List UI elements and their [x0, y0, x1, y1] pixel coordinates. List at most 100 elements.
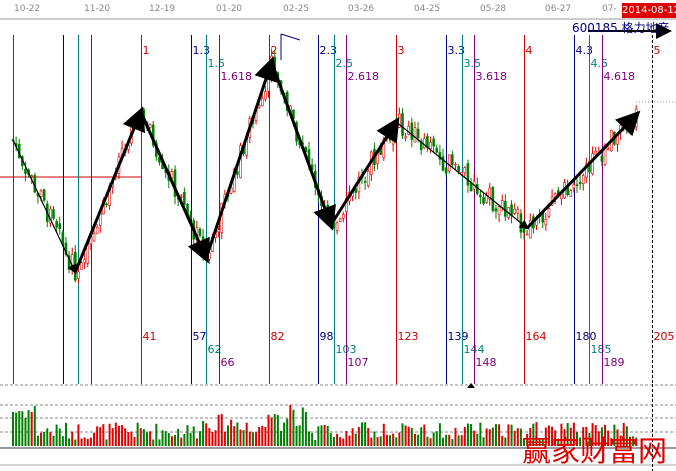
fib-bottom-label: 66: [221, 356, 235, 369]
volume-bar: [239, 429, 242, 446]
volume-bar: [488, 429, 491, 446]
volume-bar: [242, 430, 245, 446]
volume-bar: [183, 433, 186, 446]
volume-bar: [230, 419, 233, 446]
candle-body: [547, 208, 551, 217]
candle-body: [335, 222, 339, 231]
volume-bar: [93, 432, 96, 446]
volume-bar: [289, 404, 292, 446]
volume-bar: [80, 438, 83, 446]
volume-bar: [607, 430, 610, 446]
volume-bar: [270, 417, 273, 446]
volume-bar: [149, 431, 152, 446]
volume-bar: [410, 427, 413, 446]
volume-bar: [279, 430, 282, 446]
candle-body: [569, 190, 573, 197]
candle-body: [105, 203, 108, 206]
volume-bar: [541, 438, 544, 446]
candle-body: [528, 220, 532, 239]
volume-bar: [448, 434, 451, 446]
candle-body: [475, 184, 479, 195]
volume-bar: [494, 424, 497, 446]
candle-body: [148, 123, 152, 128]
volume-bar: [227, 425, 230, 446]
volume-bar: [124, 428, 127, 446]
candle-body: [338, 218, 342, 222]
candle-body: [488, 187, 492, 200]
volume-bar: [398, 432, 401, 446]
fib-bottom-label: 185: [591, 343, 612, 356]
volume-bar: [52, 435, 55, 446]
volume-bar: [211, 431, 214, 446]
volume-bar: [389, 435, 392, 446]
volume-bar: [504, 437, 507, 446]
candle-body: [401, 113, 404, 136]
candle-body: [513, 209, 516, 214]
volume-bar: [77, 424, 80, 446]
fib-bottom-label: 164: [526, 330, 547, 343]
volume-bar: [613, 424, 616, 446]
fib-top-label: 3.5: [464, 57, 482, 70]
volume-bar: [364, 422, 367, 446]
fib-bottom-label: 139: [448, 330, 469, 343]
date-tick: 11-20: [84, 4, 111, 14]
fib-top-label: 2: [271, 44, 278, 57]
volume-bar: [177, 428, 180, 446]
volume-bar: [585, 426, 588, 446]
volume-bar: [625, 426, 628, 446]
zigzag-arrow: [12, 139, 77, 275]
candle-body: [451, 154, 454, 166]
volume-bar: [382, 423, 385, 446]
volume-bar: [40, 432, 43, 446]
volume-bar: [251, 432, 254, 446]
date-tick: 07-: [602, 4, 617, 14]
fib-top-label: 5: [654, 44, 661, 57]
volume-bar: [442, 437, 445, 446]
volume-bar: [588, 433, 591, 446]
volume-bar: [164, 431, 167, 446]
volume-bar: [71, 431, 74, 446]
volume-bar: [547, 425, 550, 446]
candle-body: [236, 171, 239, 175]
volume-bar: [479, 422, 482, 446]
volume-bar: [370, 437, 373, 446]
volume-bar: [513, 430, 516, 446]
volume-bar: [491, 427, 494, 446]
volume-bar: [342, 438, 345, 446]
candle-body: [429, 141, 432, 150]
candle-body: [366, 171, 370, 186]
volume-bar: [600, 427, 603, 446]
volume-bar: [348, 435, 351, 446]
fib-bottom-label: 205: [654, 330, 675, 343]
volume-bar: [435, 431, 438, 446]
date-tick: 06-27: [545, 4, 572, 14]
volume-bar: [142, 429, 145, 446]
fib-bottom-label: 62: [208, 343, 222, 356]
volume-bar: [392, 433, 395, 446]
candle-body: [74, 251, 77, 281]
volume-bar: [470, 424, 473, 446]
volume-bar: [18, 411, 21, 446]
volume-bar: [357, 427, 360, 446]
volume-bar: [619, 435, 622, 446]
candle-body: [264, 91, 267, 100]
volume-bar: [304, 411, 307, 446]
fib-top-label: 4: [526, 44, 533, 57]
volume-bar: [33, 406, 36, 446]
volume-bar: [64, 422, 67, 446]
volume-bar: [426, 436, 429, 446]
volume-bar: [554, 430, 557, 446]
volume-bar: [145, 432, 148, 446]
candle-body: [426, 136, 429, 148]
date-tick: 12-19: [149, 4, 176, 14]
candle-body: [444, 167, 448, 174]
candle-body: [77, 271, 80, 279]
volume-bar: [102, 424, 105, 446]
fib-top-label: 4.5: [591, 57, 609, 70]
volume-bar: [214, 430, 217, 446]
fib-bottom-label: 107: [348, 356, 369, 369]
volume-bar: [317, 426, 320, 446]
current-date-badge: 2014-08-12: [622, 3, 676, 18]
volume-bar: [395, 437, 398, 446]
